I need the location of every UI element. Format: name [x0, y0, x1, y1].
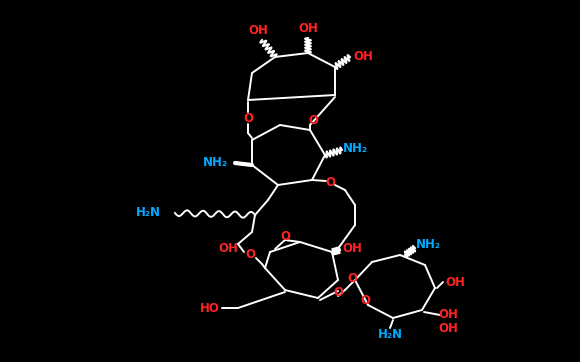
- Text: NH₂: NH₂: [202, 156, 227, 168]
- Text: O: O: [333, 286, 343, 299]
- Text: OH: OH: [445, 275, 465, 289]
- Text: HO: HO: [200, 302, 220, 315]
- Text: H₂N: H₂N: [136, 206, 161, 219]
- Text: O: O: [280, 231, 290, 244]
- Text: NH₂: NH₂: [343, 142, 368, 155]
- Text: O: O: [308, 114, 318, 126]
- Text: OH: OH: [248, 24, 268, 37]
- Text: H₂N: H₂N: [378, 328, 403, 341]
- Text: OH: OH: [218, 241, 238, 254]
- Text: OH: OH: [438, 308, 458, 321]
- Text: O: O: [245, 248, 255, 261]
- Text: O: O: [360, 294, 370, 307]
- Text: OH: OH: [342, 241, 362, 254]
- Text: O: O: [325, 177, 335, 189]
- Text: O: O: [243, 111, 253, 125]
- Text: OH: OH: [353, 51, 373, 63]
- Text: O: O: [347, 272, 357, 285]
- Text: OH: OH: [438, 321, 458, 334]
- Text: OH: OH: [298, 21, 318, 34]
- Text: NH₂: NH₂: [415, 239, 440, 252]
